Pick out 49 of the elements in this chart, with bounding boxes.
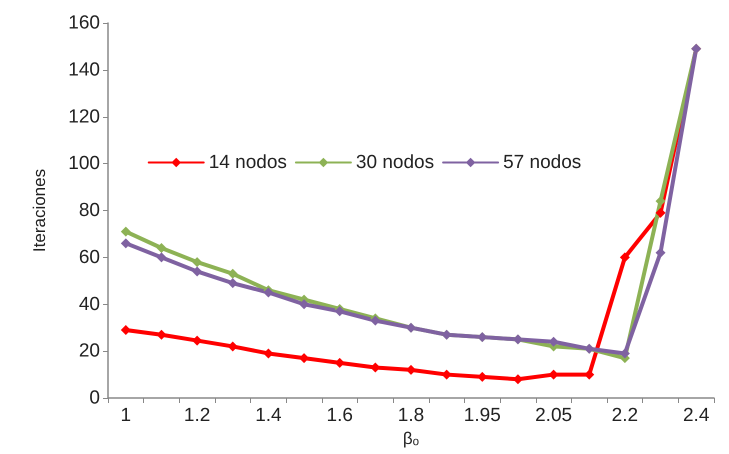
- point: [656, 196, 666, 206]
- x-tick-label: 1.2: [184, 405, 210, 426]
- point: [120, 238, 131, 248]
- point: [334, 358, 345, 368]
- legend-label: 57 nodos: [503, 152, 582, 173]
- x-tick-label: 1.8: [398, 405, 424, 426]
- x-tick-label: 1.6: [326, 405, 353, 426]
- legend-label: 30 nodos: [356, 152, 434, 173]
- y-tick-label: 120: [68, 106, 100, 128]
- point: [228, 278, 238, 288]
- point: [156, 252, 166, 262]
- x-tick-label: 2.2: [612, 405, 638, 426]
- point: [263, 288, 274, 298]
- x-tick-label: 2.4: [682, 405, 710, 426]
- legend-label: 14 nodos: [208, 152, 287, 173]
- point: [192, 266, 202, 276]
- x-tick-label: 1.4: [255, 405, 282, 426]
- point: [406, 364, 416, 375]
- x-tick-label: 1.95: [464, 405, 501, 426]
- y-tick-label: 40: [78, 294, 100, 315]
- y-tick-label: 160: [68, 12, 100, 34]
- point: [370, 316, 380, 326]
- y-tick-label: 140: [68, 59, 100, 80]
- point: [656, 248, 666, 258]
- point: [228, 268, 238, 279]
- point: [370, 362, 380, 373]
- x-tick-label: 1: [120, 405, 132, 426]
- point: [156, 330, 166, 340]
- point: [192, 257, 202, 268]
- y-tick-label: 20: [78, 340, 100, 362]
- point: [334, 306, 345, 316]
- point: [120, 325, 131, 336]
- point: [156, 243, 166, 253]
- x-tick-label: 2.05: [535, 405, 572, 426]
- point: [656, 208, 666, 218]
- point: [299, 299, 310, 310]
- y-tick-label: 80: [78, 200, 100, 221]
- x-axis-title: βₒ: [402, 428, 420, 448]
- point: [620, 252, 630, 262]
- y-tick-label: 60: [78, 246, 100, 268]
- point: [263, 348, 274, 358]
- y-axis-title: Iteraciones: [30, 168, 49, 252]
- point: [192, 336, 202, 346]
- point: [228, 341, 238, 352]
- y-tick-label: 0: [89, 388, 100, 408]
- point: [120, 226, 131, 237]
- point: [548, 336, 559, 347]
- point: [299, 353, 310, 364]
- y-tick-label: 100: [68, 153, 100, 174]
